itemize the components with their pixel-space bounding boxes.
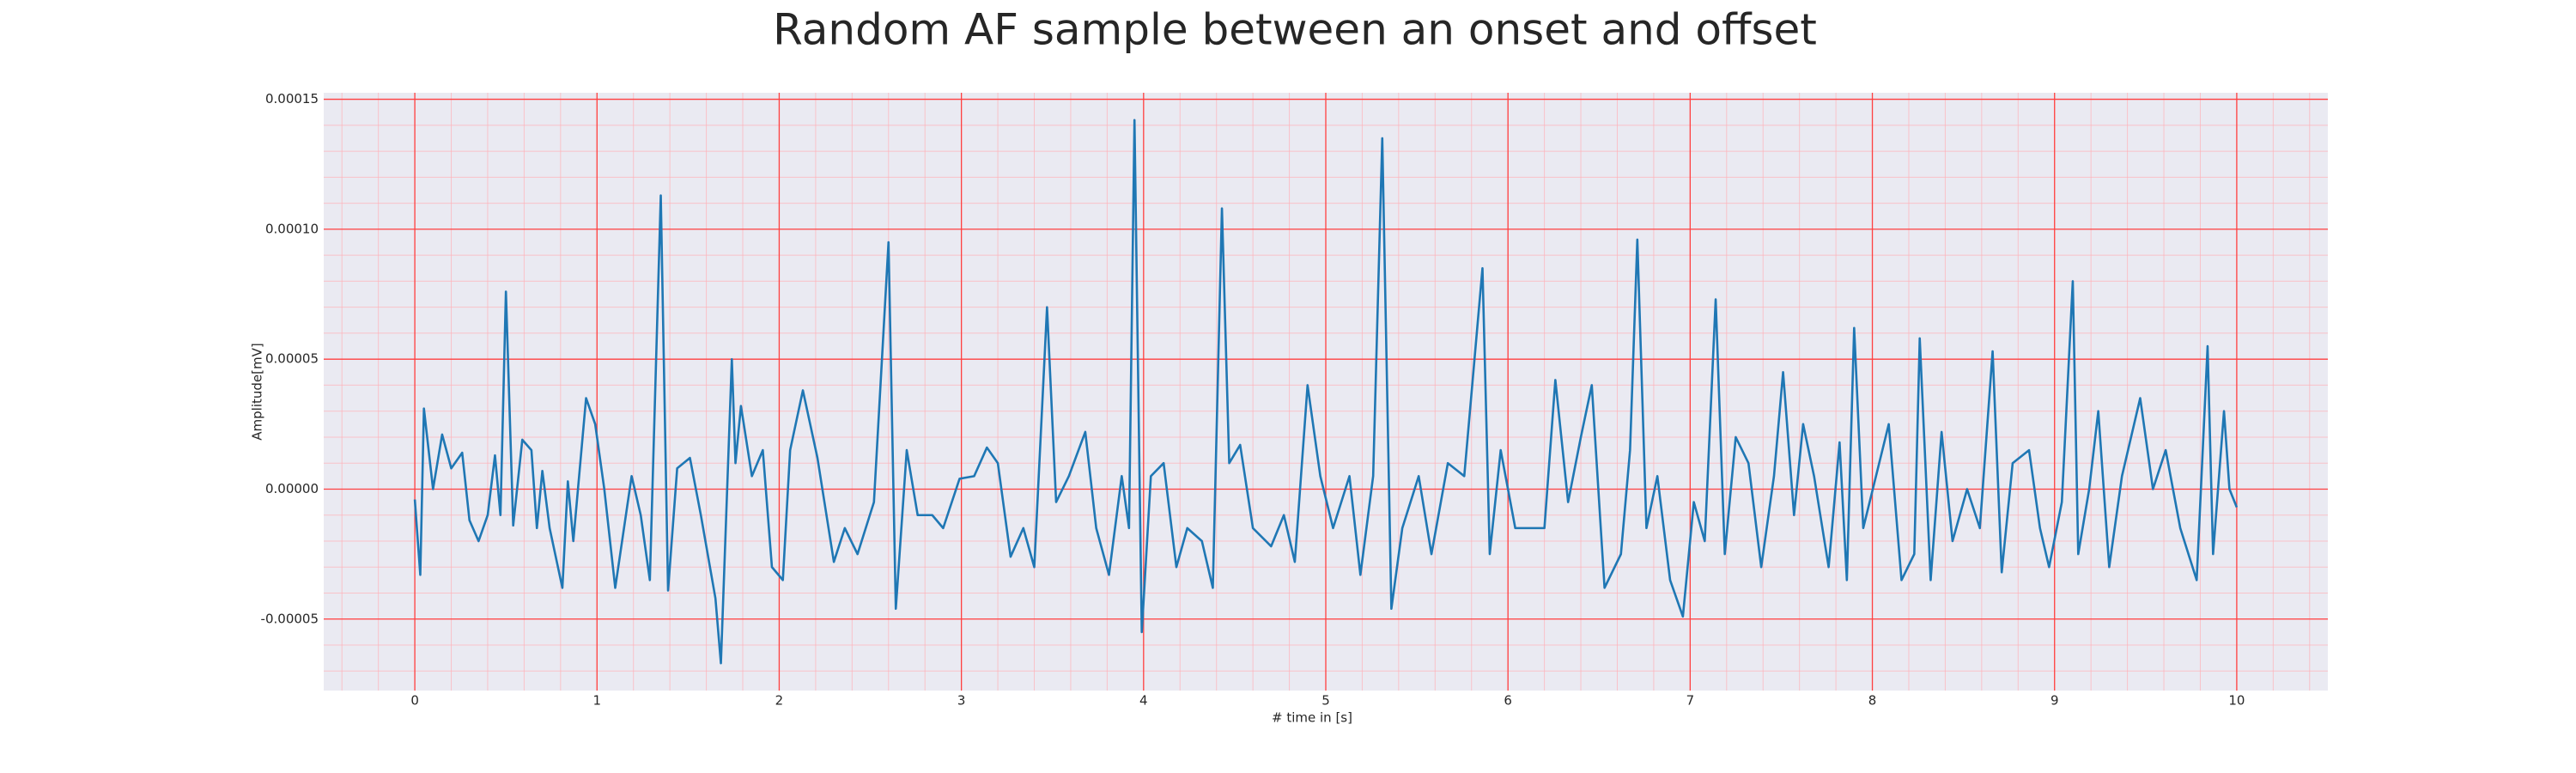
- x-tick-label: 2: [775, 693, 784, 709]
- x-tick-label: 4: [1139, 693, 1148, 709]
- x-tick-label: 10: [2228, 693, 2245, 709]
- x-axis-label: # time in [s]: [1272, 710, 1352, 726]
- x-tick-label: 1: [592, 693, 601, 709]
- signal-line: [413, 119, 2239, 665]
- chart-title: Random AF sample between an onset and of…: [773, 5, 1817, 55]
- y-tick-label: 0.00000: [265, 481, 319, 496]
- x-tick-label: 0: [410, 693, 419, 709]
- x-tick-label: 8: [1868, 693, 1877, 709]
- y-tick-label: -0.00005: [261, 611, 319, 626]
- x-tick-label: 9: [2050, 693, 2059, 709]
- y-tick-label: 0.00010: [265, 221, 319, 236]
- x-tick-label: 6: [1504, 693, 1512, 709]
- y-tick-label: 0.00015: [265, 91, 319, 107]
- y-tick-label: 0.00005: [265, 351, 319, 367]
- y-axis-label: Amplitude[mV]: [250, 343, 265, 440]
- x-tick-label: 7: [1686, 693, 1695, 709]
- x-tick-label: 5: [1321, 693, 1330, 709]
- x-tick-label: 3: [957, 693, 966, 709]
